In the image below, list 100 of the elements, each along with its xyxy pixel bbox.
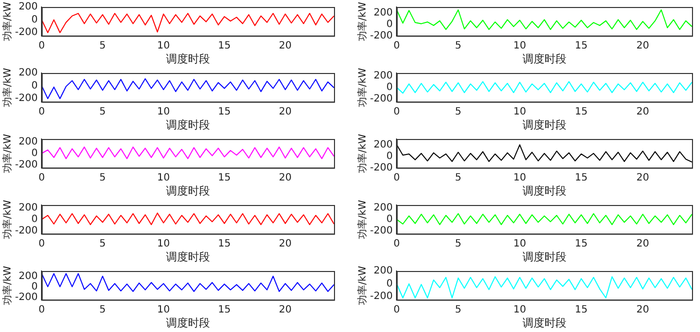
x-tick-label: 0 [38,106,45,118]
x-tick-label: 10 [157,40,170,52]
y-tick-label: 200 [374,202,393,214]
x-tick-label: 5 [455,106,462,118]
x-axis-title: 调度时段 [522,52,566,66]
x-axis-title: 调度时段 [166,118,210,132]
x-tick-label: 15 [574,106,588,118]
y-axis-title: 功率/kW [356,200,369,239]
x-axis-title: 调度时段 [522,118,566,132]
y-tick-label: -200 [370,94,393,105]
x-tick-label: 0 [38,172,45,184]
y-tick-label: 0 [386,82,393,93]
y-tick-label: 0 [31,14,38,26]
x-tick-label: 15 [218,106,231,118]
y-axis-title: 功率/kW [2,134,14,173]
x-tick-label: 20 [636,172,650,184]
x-tick-label: 5 [99,304,106,316]
y-tick-label: 0 [386,150,393,162]
x-tick-label: 10 [513,172,526,184]
x-tick-label: 0 [38,40,45,52]
y-tick-label: 0 [31,148,38,159]
x-axis-title: 调度时段 [166,316,210,330]
x-tick-label: 0 [38,304,45,316]
x-tick-label: 0 [394,172,400,184]
y-tick-label: 200 [18,136,38,148]
x-tick-label: 10 [513,304,526,316]
y-tick-label: 200 [18,202,38,214]
y-tick-label: 0 [386,214,393,225]
x-tick-label: 20 [278,238,292,250]
x-tick-label: 15 [218,40,231,52]
x-tick-label: 10 [513,106,526,118]
x-tick-label: 10 [513,40,526,52]
y-tick-label: 200 [18,2,38,13]
x-tick-label: 20 [636,304,650,316]
y-tick-label: 0 [31,80,38,92]
x-axis-title: 调度时段 [166,184,210,198]
x-tick-label: 5 [455,238,462,250]
x-tick-label: 20 [278,304,292,316]
x-tick-label: 15 [218,238,231,250]
y-tick-label: -200 [370,226,393,237]
x-tick-label: 10 [157,238,170,250]
x-tick-label: 5 [99,106,106,118]
x-tick-label: 0 [394,106,400,118]
y-tick-label: 200 [18,270,38,282]
x-tick-label: 10 [513,238,526,250]
x-tick-label: 15 [218,304,231,316]
y-axis-title: 功率/kW [356,2,369,41]
y-tick-label: 200 [374,70,393,82]
y-tick-label: 200 [18,68,38,79]
y-axis-title: 功率/kW [2,266,14,305]
x-tick-label: 0 [394,40,400,52]
x-tick-label: 20 [278,40,292,52]
y-tick-label: -200 [14,27,38,38]
x-tick-label: 20 [636,40,650,52]
x-tick-label: 15 [574,304,588,316]
x-tick-label: 0 [38,238,45,250]
y-axis-title: 功率/kW [2,68,14,107]
x-tick-label: 15 [218,172,231,184]
y-tick-label: -200 [370,162,393,174]
y-tick-label: -200 [14,160,38,171]
x-tick-label: 5 [455,40,462,52]
y-tick-label: -200 [14,93,38,104]
y-axis-title: 功率/kW [356,134,369,173]
x-tick-label: 5 [455,172,462,184]
x-axis-title: 调度时段 [166,52,210,66]
x-tick-label: 20 [278,106,292,118]
x-tick-label: 20 [636,106,650,118]
x-axis-title: 调度时段 [166,250,210,264]
x-axis-title: 调度时段 [522,316,566,330]
x-tick-label: 5 [99,40,106,52]
y-tick-label: 200 [374,139,393,150]
y-tick-label: 200 [374,7,393,18]
y-tick-label: -200 [14,226,38,237]
x-tick-label: 0 [394,304,400,316]
x-tick-label: 10 [157,304,170,316]
y-tick-label: -200 [14,292,38,303]
x-axis-title: 调度时段 [522,250,566,264]
y-axis-title: 功率/kW [2,2,14,41]
y-axis-title: 功率/kW [356,68,369,107]
x-tick-label: 15 [574,238,588,250]
y-tick-label: -200 [370,291,393,302]
x-tick-label: 15 [574,172,588,184]
y-tick-label: 0 [386,278,393,290]
x-tick-label: 0 [394,238,400,250]
x-tick-label: 5 [455,304,462,316]
y-tick-label: 0 [31,281,38,292]
x-tick-label: 20 [636,238,650,250]
y-axis-title: 功率/kW [356,266,369,305]
y-tick-label: 200 [374,266,393,277]
x-tick-label: 10 [157,106,170,118]
x-tick-label: 15 [574,40,588,52]
x-tick-label: 10 [157,172,170,184]
y-tick-label: 0 [31,214,38,225]
y-tick-label: 0 [386,18,393,30]
x-tick-label: 20 [278,172,292,184]
x-tick-label: 5 [99,172,106,184]
x-tick-label: 5 [99,238,106,250]
y-axis-title: 功率/kW [2,200,14,239]
x-axis-title: 调度时段 [522,184,566,198]
y-tick-label: -200 [370,30,393,42]
